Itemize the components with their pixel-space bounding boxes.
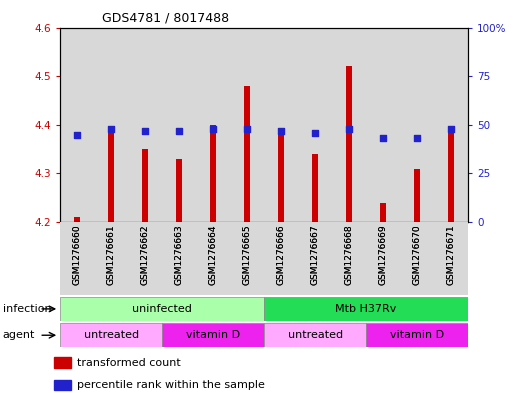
Text: infection: infection [3,304,51,314]
Bar [176,159,183,222]
Text: GDS4781 / 8017488: GDS4781 / 8017488 [102,12,229,25]
Point [311,129,320,136]
Bar [128,28,162,222]
Text: transformed count: transformed count [77,358,181,368]
Text: uninfected: uninfected [132,304,192,314]
Text: GSM1276664: GSM1276664 [209,224,218,285]
Bar [108,130,115,222]
Text: GSM1276661: GSM1276661 [107,224,116,285]
Bar [196,222,230,295]
Bar [264,28,298,222]
Bar [230,28,264,222]
Bar [53,380,71,391]
Text: GSM1276671: GSM1276671 [447,224,456,285]
Text: GSM1276671: GSM1276671 [447,224,456,285]
Bar [60,28,94,222]
Text: GSM1276663: GSM1276663 [175,224,184,285]
Bar [60,297,264,321]
Bar [346,66,353,222]
Bar [128,222,162,295]
Bar [210,125,217,222]
Bar [400,222,434,295]
Text: GSM1276666: GSM1276666 [277,224,286,285]
Bar [434,222,468,295]
Text: GSM1276667: GSM1276667 [311,224,320,285]
Text: agent: agent [3,330,35,340]
Text: GSM1276665: GSM1276665 [243,224,252,285]
Text: GSM1276669: GSM1276669 [379,224,388,285]
Text: GSM1276660: GSM1276660 [73,224,82,285]
Bar [264,222,298,295]
Text: GSM1276670: GSM1276670 [413,224,422,285]
Bar [264,323,366,347]
Text: GSM1276669: GSM1276669 [379,224,388,285]
Bar [380,203,386,222]
Point [345,125,354,132]
Point [277,127,286,134]
Bar [162,222,196,295]
Bar [400,28,434,222]
Bar [60,323,162,347]
Point [107,125,116,132]
Text: GSM1276661: GSM1276661 [107,224,116,285]
Bar [94,28,128,222]
Text: untreated: untreated [84,330,139,340]
Text: GSM1276667: GSM1276667 [311,224,320,285]
Point [141,127,150,134]
Bar [196,28,230,222]
Bar [434,28,468,222]
Bar [264,297,468,321]
Bar [332,222,366,295]
Bar [162,323,264,347]
Bar [298,28,332,222]
Bar [414,169,420,222]
Text: vitamin D: vitamin D [390,330,444,340]
Bar [53,358,71,368]
Point [413,135,422,141]
Bar [366,323,468,347]
Text: percentile rank within the sample: percentile rank within the sample [77,380,265,390]
Bar [244,86,251,222]
Bar [142,149,149,222]
Text: vitamin D: vitamin D [186,330,240,340]
Bar [366,28,400,222]
Point [175,127,184,134]
Text: GSM1276660: GSM1276660 [73,224,82,285]
Text: GSM1276670: GSM1276670 [413,224,422,285]
Bar [162,28,196,222]
Bar [94,222,128,295]
Point [209,125,218,132]
Point [73,131,82,138]
Bar [278,134,285,222]
Bar [60,222,94,295]
Bar [312,154,319,222]
Point [243,125,252,132]
Text: GSM1276665: GSM1276665 [243,224,252,285]
Point [379,135,388,141]
Bar [448,130,454,222]
Text: GSM1276666: GSM1276666 [277,224,286,285]
Text: GSM1276663: GSM1276663 [175,224,184,285]
Text: GSM1276668: GSM1276668 [345,224,354,285]
Text: GSM1276662: GSM1276662 [141,224,150,285]
Bar [298,222,332,295]
Bar [74,217,81,222]
Text: GSM1276664: GSM1276664 [209,224,218,285]
Text: GSM1276668: GSM1276668 [345,224,354,285]
Text: Mtb H37Rv: Mtb H37Rv [335,304,397,314]
Text: GSM1276662: GSM1276662 [141,224,150,285]
Point [447,125,456,132]
Text: untreated: untreated [288,330,343,340]
Bar [230,222,264,295]
Bar [332,28,366,222]
Bar [366,222,400,295]
